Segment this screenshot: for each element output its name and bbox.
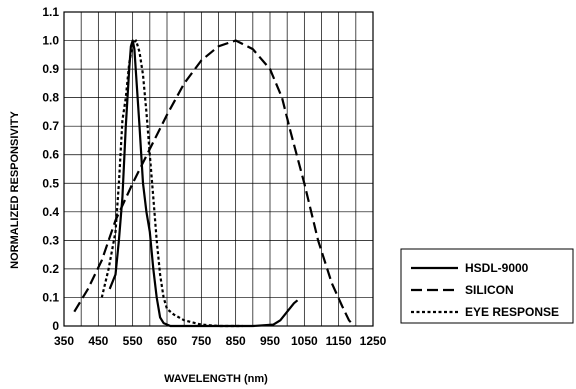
tick-labels: 350 450 550 650 750 850 950 1050 1150 1250 0 0.1 0.2… xyxy=(42,5,386,348)
x-tick-label: 850 xyxy=(226,334,246,348)
x-axis-label: WAVELENGTH (nm) xyxy=(164,373,268,385)
x-tick-label: 350 xyxy=(54,334,74,348)
series-layer xyxy=(73,39,355,328)
x-tick-label: 1250 xyxy=(360,334,387,348)
x-tick-label: 1150 xyxy=(326,334,352,348)
y-tick-label: 0.5 xyxy=(42,176,59,190)
plot-area-frame xyxy=(63,11,374,327)
y-axis-label: NORMALIZED RESPONSIVITY xyxy=(9,111,21,269)
legend-label: SILICON xyxy=(465,283,514,297)
grid xyxy=(63,11,374,327)
y-tick-label: 1.1 xyxy=(42,5,59,19)
y-tick-label: 0.7 xyxy=(42,119,59,133)
y-tick-label: 0.1 xyxy=(42,290,59,304)
y-tick-label: 0 xyxy=(52,319,59,333)
legend-frame xyxy=(400,248,574,324)
y-tick-label: 0.8 xyxy=(42,91,59,105)
y-tick-label: 0.2 xyxy=(42,262,59,276)
x-tick-label: 550 xyxy=(123,334,143,348)
legend-label: HSDL-9000 xyxy=(465,261,529,275)
y-tick-label: 1.0 xyxy=(42,34,59,48)
series-line-hsdl-9000 xyxy=(108,39,299,328)
x-tick-label: 1050 xyxy=(291,334,318,348)
legend-label: EYE RESPONSE xyxy=(465,305,559,319)
x-tick-label: 650 xyxy=(157,334,177,348)
x-tick-label: 750 xyxy=(191,334,211,348)
y-tick-label: 0.4 xyxy=(42,205,59,219)
y-tick-label: 0.6 xyxy=(42,148,59,162)
x-tick-label: 450 xyxy=(88,334,108,348)
x-tick-label: 950 xyxy=(260,334,280,348)
legend: HSDL-9000 SILICON EYE RESPONSE xyxy=(400,248,574,324)
y-tick-label: 0.9 xyxy=(42,62,59,76)
series-line-silicon xyxy=(73,39,355,327)
y-tick-label: 0.3 xyxy=(42,233,59,247)
